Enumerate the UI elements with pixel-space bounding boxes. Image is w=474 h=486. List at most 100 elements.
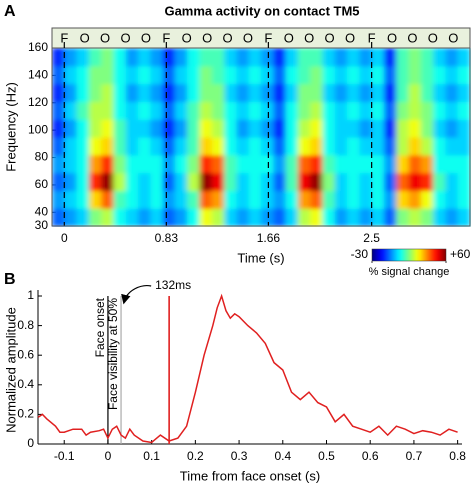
heatmap-cell [408, 48, 422, 67]
heatmap-cell [445, 172, 459, 191]
heatmap-cell [420, 208, 434, 227]
heatmap-cell [322, 119, 336, 138]
heatmap-cell [125, 190, 139, 209]
heatmap-cell [64, 137, 78, 156]
heatmap-cell [420, 154, 434, 174]
heatmap-cell [261, 190, 274, 209]
y-tick-label: 160 [28, 40, 48, 54]
heatmap-cell [322, 190, 336, 209]
heatmap-cell [420, 48, 434, 67]
colorbar-tick-label: +60 [450, 247, 471, 261]
heatmap-cell [310, 190, 324, 209]
heatmap-cell [113, 208, 127, 227]
heatmap-cell [408, 154, 422, 174]
heatmap-cell [138, 137, 151, 156]
heatmap-cell [150, 119, 164, 138]
heatmap-cell [150, 190, 164, 209]
heatmap-cell [420, 65, 434, 85]
heatmap-cell [322, 208, 336, 227]
heatmap-cell [433, 172, 447, 191]
heatmap-cell [199, 119, 213, 138]
heatmap-cell [408, 65, 422, 85]
stimulus-label: F [264, 30, 272, 45]
heatmap-cell [445, 83, 459, 102]
heatmap-cell [457, 83, 471, 102]
stimulus-label: O [428, 30, 438, 45]
heatmap-cell [334, 190, 348, 209]
heatmap-cell [113, 154, 127, 174]
heatmap-cell [125, 48, 139, 67]
heatmap-cell [383, 65, 397, 85]
heatmap-cell [113, 101, 127, 120]
heatmap-cell [371, 65, 385, 85]
heatmap-cell [371, 83, 385, 102]
y-tick-label: 120 [28, 95, 48, 109]
heatmap-cell [248, 48, 262, 67]
colorbar [371, 248, 447, 262]
heatmap-cell [347, 48, 360, 67]
heatmap-cell [236, 154, 250, 174]
heatmap-cell [285, 119, 299, 138]
heatmap-cell [199, 172, 213, 191]
y-axis-label: Frequency (Hz) [3, 82, 18, 172]
x-tick-label: 0.83 [155, 231, 179, 245]
heatmap-cell [174, 65, 188, 85]
heatmap-cell [125, 119, 139, 138]
heatmap-cell [125, 83, 139, 102]
heatmap-cell [445, 137, 459, 156]
heatmap-cell [76, 137, 90, 156]
heatmap-cell [52, 65, 65, 85]
heatmap-cell [150, 48, 164, 67]
marker-label: Face visibility at 50% [106, 298, 120, 410]
heatmap-cell [236, 208, 250, 227]
heatmap-cell [113, 48, 127, 67]
heatmap-cell [297, 190, 311, 209]
heatmap-cell [371, 101, 385, 120]
heatmap-cell [88, 119, 102, 138]
y-tick-label: 80 [35, 150, 49, 164]
heatmap-cell [113, 65, 127, 85]
heatmap-cell [76, 65, 90, 85]
heatmap-cell [150, 154, 164, 174]
heatmap-cell [88, 137, 102, 156]
plot-frame [51, 27, 471, 227]
heatmap-cell [224, 208, 238, 227]
heatmap-cell [383, 119, 397, 138]
heatmap-cell [224, 65, 238, 85]
heatmap-cell [371, 172, 385, 191]
heatmap-cell [322, 83, 336, 102]
heatmap-cell [396, 65, 410, 85]
heatmap-cell [52, 101, 65, 120]
x-tick-label: 0.2 [187, 449, 204, 463]
x-tick-label: 0.6 [362, 449, 379, 463]
heatmap-cell [224, 137, 238, 156]
heatmap-cell [162, 137, 176, 156]
heatmap-cell [310, 83, 324, 102]
heatmap-cell [224, 154, 238, 174]
heatmap-cell [273, 65, 287, 85]
heatmap-cell [433, 154, 447, 174]
heatmap-cell [334, 208, 348, 227]
marker-label: Face onset [93, 297, 107, 357]
heatmap-cell [273, 208, 287, 227]
panel-letter: B [4, 271, 16, 288]
heatmap-cell [445, 101, 459, 120]
heatmap-cell [310, 137, 324, 156]
heatmap-cell [64, 154, 78, 174]
heatmap-cell [187, 172, 201, 191]
heatmap-cell [199, 154, 213, 174]
heatmap-cell [162, 208, 176, 227]
heatmap-cell [187, 137, 201, 156]
heatmap-cell [88, 83, 102, 102]
heatmap-cell [52, 190, 65, 209]
heatmap-cell [138, 119, 151, 138]
heatmap-cell [310, 65, 324, 85]
heatmap-cell [334, 48, 348, 67]
heatmap-cell [248, 190, 262, 209]
stimulus-label: F [60, 30, 68, 45]
heatmap-cell [199, 137, 213, 156]
heatmap-cell [125, 154, 139, 174]
heatmap-cell [174, 48, 188, 67]
heatmap-cell [297, 83, 311, 102]
heatmap-cell [261, 172, 274, 191]
